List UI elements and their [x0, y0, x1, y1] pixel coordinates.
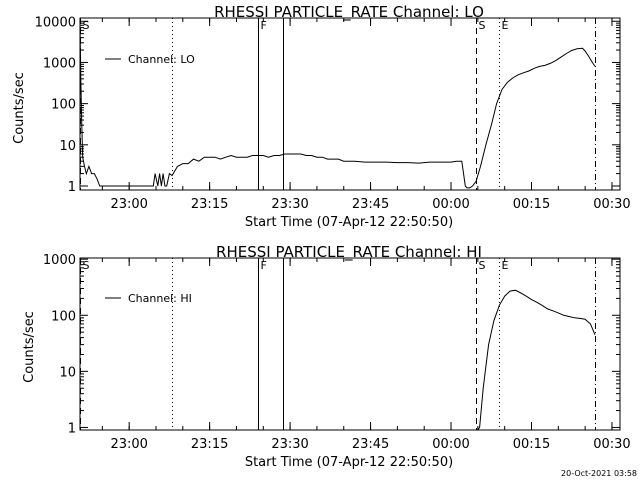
x-tick-label: 23:00 — [110, 437, 147, 452]
panel-lo-ylabel: Counts/sec — [12, 72, 27, 144]
x-tick-label: 23:30 — [271, 197, 308, 212]
event-marker-label: S — [479, 19, 486, 32]
footer-timestamp: 20-Oct-2021 03:58 — [561, 469, 637, 478]
y-tick-label: 10 — [59, 365, 76, 380]
x-tick-label: 23:30 — [271, 437, 308, 452]
x-tick-label: 23:15 — [191, 437, 228, 452]
event-marker-label: S — [83, 19, 90, 32]
x-tick-label: 23:45 — [352, 197, 389, 212]
panel-lo-title: RHESSI PARTICLE_RATE Channel: LO — [214, 3, 484, 22]
event-marker-label: E — [502, 19, 509, 32]
panel-lo-marks — [79, 17, 621, 191]
y-tick-label: 1000 — [43, 253, 76, 268]
series-line-hi — [477, 289, 596, 431]
panel-lo-tick-labels: 1 10 100 1000 10000 23:00 23:15 23:30 23:45 00:00… — [35, 15, 631, 212]
x-tick-label: 00:00 — [432, 197, 469, 212]
y-tick-label: 1 — [68, 180, 76, 195]
y-tick-label: 1000 — [43, 56, 76, 71]
y-tick-label: 1 — [68, 421, 76, 436]
event-marker-label: S — [83, 259, 90, 272]
x-tick-label: 23:15 — [191, 197, 228, 212]
y-tick-label: 100 — [51, 98, 76, 113]
x-tick-label: 23:45 — [352, 437, 389, 452]
panel-hi-tick-labels: 1 10 100 1000 23:00 23:15 23:30 23:45 00:00 00:15… — [43, 253, 631, 452]
x-tick-label: 00:30 — [593, 437, 630, 452]
panel-hi-ylabel: Counts/sec — [22, 311, 37, 383]
x-tick-label: 00:15 — [513, 437, 550, 452]
panel-lo: RHESSI PARTICLE_RATE Channel: LO Start T… — [12, 3, 631, 230]
panel-hi-title: RHESSI PARTICLE_RATE Channel: HI — [216, 243, 482, 262]
y-tick-label: 10 — [59, 139, 76, 154]
panel-hi-legend-label: Channel: HI — [128, 292, 192, 305]
panel-lo-xlabel: Start Time (07-Apr-12 22:50:50) — [245, 215, 453, 230]
x-tick-label: 23:00 — [110, 197, 147, 212]
panel-hi: RHESSI PARTICLE_RATE Channel: HI Start T… — [22, 243, 631, 470]
y-tick-label: 10000 — [35, 15, 76, 30]
panel-lo-legend-label: Channel: LO — [128, 53, 195, 66]
series-line-lo — [79, 25, 596, 189]
x-tick-label: 00:15 — [513, 197, 550, 212]
event-marker-label: F — [261, 19, 267, 32]
x-tick-label: 00:30 — [593, 197, 630, 212]
panel-hi-marks — [79, 257, 621, 431]
x-tick-label: 00:00 — [432, 437, 469, 452]
panel-hi-xlabel: Start Time (07-Apr-12 22:50:50) — [245, 455, 453, 470]
y-tick-label: 100 — [51, 309, 76, 324]
event-marker-label: F — [261, 259, 267, 272]
event-marker-label: E — [502, 259, 509, 272]
event-marker-label: S — [479, 259, 486, 272]
